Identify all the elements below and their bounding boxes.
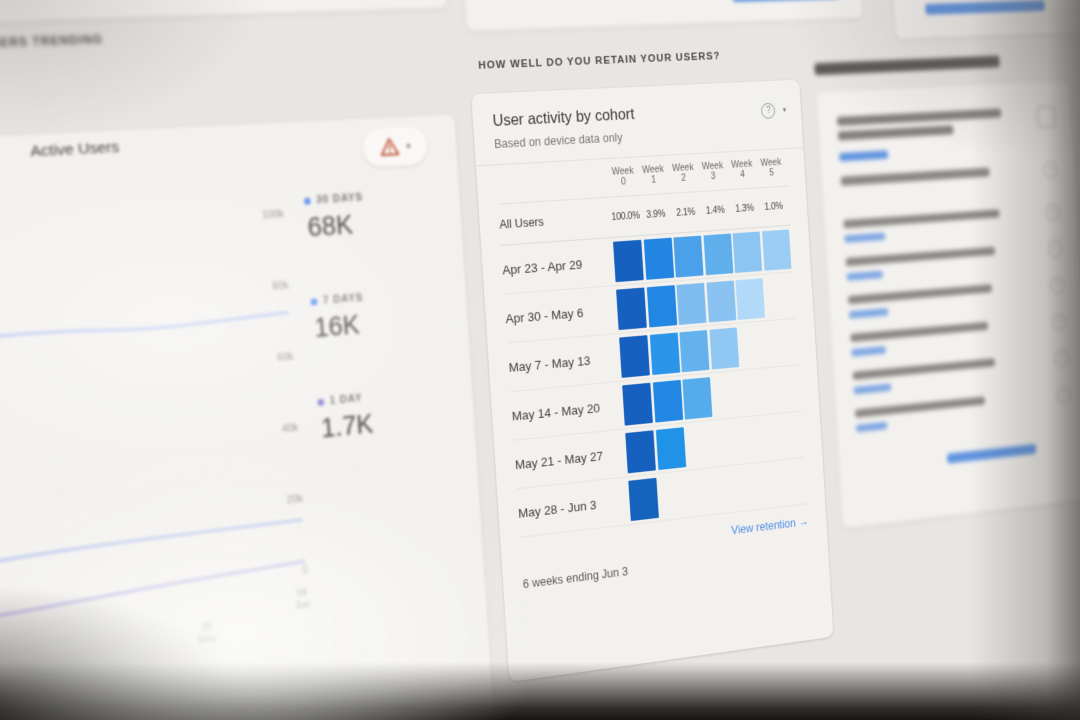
insight-text-blurred (850, 321, 989, 343)
chevron-right-icon[interactable]: › (1042, 160, 1058, 179)
chevron-right-icon[interactable]: › (1056, 385, 1072, 404)
insight-link-blurred[interactable] (846, 270, 884, 281)
chevron-right-icon[interactable]: › (1047, 240, 1063, 258)
insight-text-blurred (854, 396, 986, 418)
chevron-right-icon[interactable]: › (1045, 203, 1061, 222)
chevron-right-icon[interactable]: › (1054, 349, 1070, 368)
insight-link-blurred[interactable] (855, 421, 888, 433)
insight-text-blurred (852, 358, 996, 380)
section-heading-right-blurred (814, 55, 1000, 76)
insight-text-blurred (845, 246, 996, 267)
insight-text-blurred (847, 284, 993, 305)
insight-link-blurred[interactable] (848, 308, 889, 319)
insight-icon[interactable] (1036, 105, 1056, 128)
insight-link-blurred[interactable] (851, 346, 887, 357)
insight-text-blurred (837, 125, 954, 141)
insights-card: › › › › › › › (816, 80, 1080, 530)
chevron-right-icon[interactable]: › (1049, 276, 1065, 295)
insight-link-blurred[interactable] (839, 150, 889, 162)
chevron-right-icon[interactable]: › (1051, 313, 1067, 331)
insight-link-blurred[interactable] (853, 383, 892, 395)
insight-text-blurred (836, 108, 1002, 127)
insights-footer-link-blurred[interactable] (946, 443, 1037, 464)
insight-text-blurred (843, 209, 1000, 229)
insight-text-blurred (840, 167, 990, 186)
insight-link-blurred[interactable] (844, 232, 886, 243)
